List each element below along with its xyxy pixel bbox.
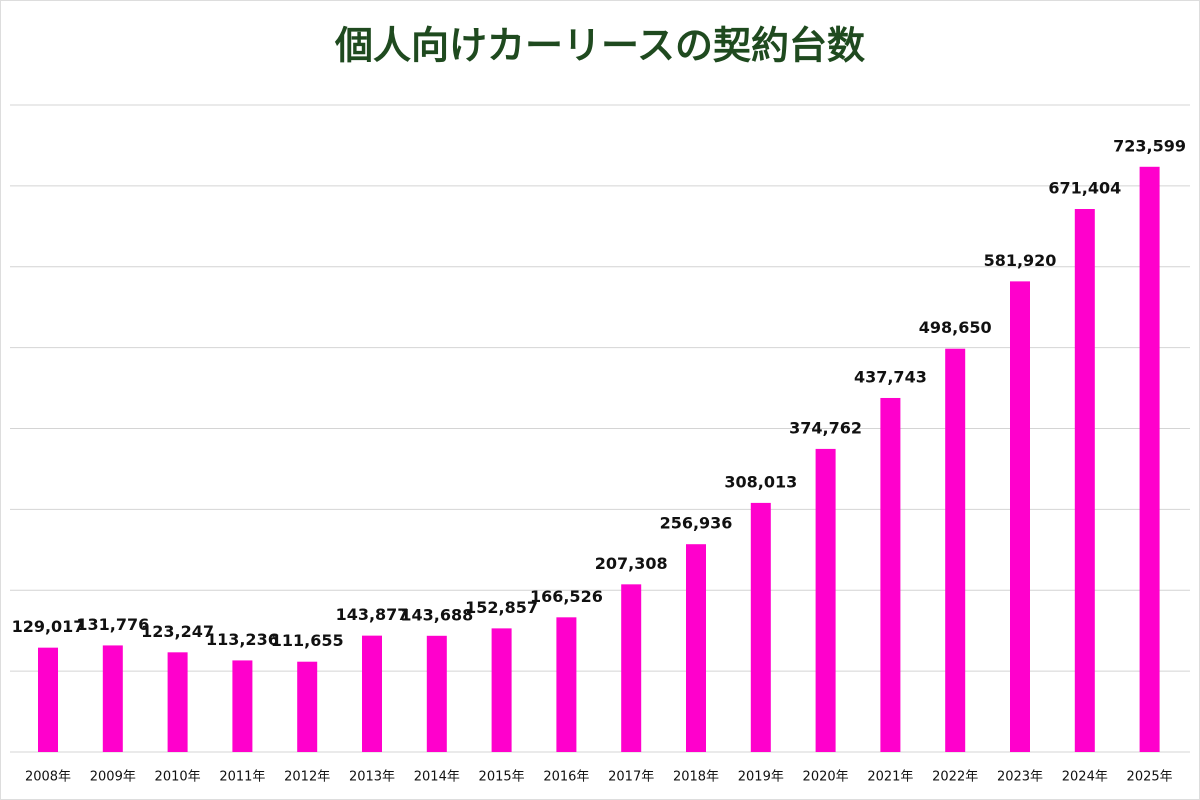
- value-label: 581,920: [984, 251, 1057, 270]
- x-tick-label: 2012年: [284, 770, 330, 785]
- x-tick-label: 2010年: [155, 770, 201, 785]
- bar: [815, 448, 836, 752]
- bar: [556, 617, 577, 752]
- value-label: 111,655: [271, 631, 344, 650]
- bar: [686, 544, 706, 752]
- bar: [232, 660, 253, 752]
- bar: [1139, 166, 1160, 752]
- x-tick-label: 2017年: [608, 770, 654, 785]
- x-tick-label: 2024年: [1062, 770, 1108, 785]
- x-tick-label: 2011年: [219, 770, 265, 785]
- value-label: 207,308: [595, 554, 668, 573]
- bar: [362, 635, 382, 752]
- bar: [426, 635, 447, 752]
- x-tick-label: 2019年: [738, 770, 784, 785]
- value-label: 129,017: [12, 617, 85, 636]
- bar: [750, 502, 771, 752]
- value-label: 152,857: [465, 598, 538, 617]
- value-label: 143,877: [336, 605, 409, 624]
- bar: [102, 645, 123, 752]
- bar: [297, 661, 318, 752]
- bar: [880, 397, 901, 752]
- bar: [945, 348, 966, 752]
- value-label: 308,013: [724, 472, 797, 491]
- bar: [491, 628, 512, 752]
- x-tick-label: 2014年: [414, 770, 460, 785]
- value-label: 256,936: [660, 514, 733, 533]
- value-label: 113,236: [206, 630, 279, 649]
- x-tick-label: 2022年: [932, 770, 978, 785]
- x-tick-label: 2009年: [90, 770, 136, 785]
- x-tick-label: 2015年: [479, 770, 525, 785]
- bar: [621, 584, 642, 752]
- x-tick-label: 2013年: [349, 770, 395, 785]
- x-tick-label: 2021年: [867, 770, 913, 785]
- value-label: 498,650: [919, 318, 992, 337]
- x-tick-label: 2025年: [1127, 770, 1173, 785]
- bar: [167, 652, 188, 752]
- chart-title: 個人向けカーリースの契約台数: [334, 24, 865, 68]
- bar: [1010, 281, 1030, 752]
- x-tick-label: 2023年: [997, 770, 1043, 785]
- value-label: 131,776: [76, 615, 149, 634]
- x-tick-label: 2008年: [25, 770, 71, 785]
- x-tick-label: 2020年: [803, 770, 849, 785]
- value-label: 437,743: [854, 367, 927, 386]
- x-tick-label: 2018年: [673, 770, 719, 785]
- value-label: 123,247: [141, 622, 214, 641]
- value-label: 166,526: [530, 587, 603, 606]
- value-label: 671,404: [1048, 179, 1121, 198]
- bar: [38, 647, 58, 752]
- value-label: 723,599: [1113, 136, 1186, 155]
- value-label: 143,688: [400, 605, 473, 624]
- value-label: 374,762: [789, 418, 862, 437]
- bar: [1074, 209, 1095, 752]
- x-tick-label: 2016年: [543, 770, 589, 785]
